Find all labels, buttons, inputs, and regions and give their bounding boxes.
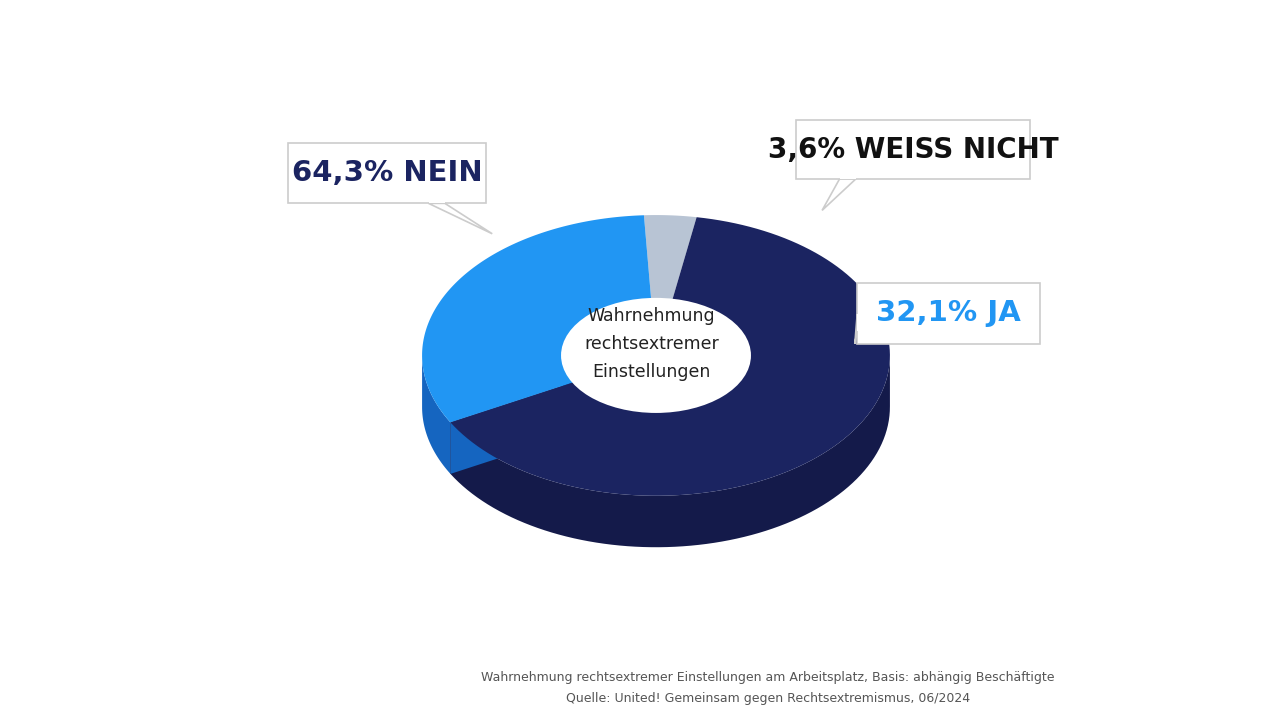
Polygon shape	[840, 176, 856, 179]
Text: 64,3% NEIN: 64,3% NEIN	[292, 159, 483, 187]
Polygon shape	[451, 217, 890, 496]
Text: Wahrnehmung
rechtsextremer
Einstellungen: Wahrnehmung rechtsextremer Einstellungen	[584, 307, 718, 380]
Polygon shape	[644, 215, 696, 300]
Polygon shape	[562, 356, 573, 413]
Polygon shape	[451, 382, 573, 474]
Polygon shape	[573, 355, 750, 442]
Polygon shape	[451, 355, 890, 547]
Text: Wahrnehmung rechtsextremer Einstellungen am Arbeitsplatz, Basis: abhängig Beschä: Wahrnehmung rechtsextremer Einstellungen…	[481, 670, 1055, 705]
FancyBboxPatch shape	[288, 143, 486, 203]
Polygon shape	[429, 203, 493, 234]
Polygon shape	[451, 382, 573, 474]
Text: 32,1% JA: 32,1% JA	[876, 300, 1020, 328]
Polygon shape	[422, 215, 652, 423]
FancyBboxPatch shape	[858, 283, 1039, 343]
Polygon shape	[822, 179, 856, 210]
Text: 3,6% WEISS NICHT: 3,6% WEISS NICHT	[768, 135, 1059, 163]
FancyBboxPatch shape	[796, 120, 1030, 179]
Polygon shape	[422, 356, 451, 474]
Polygon shape	[858, 314, 859, 330]
Ellipse shape	[562, 300, 750, 412]
Polygon shape	[855, 314, 858, 343]
Polygon shape	[429, 201, 445, 203]
